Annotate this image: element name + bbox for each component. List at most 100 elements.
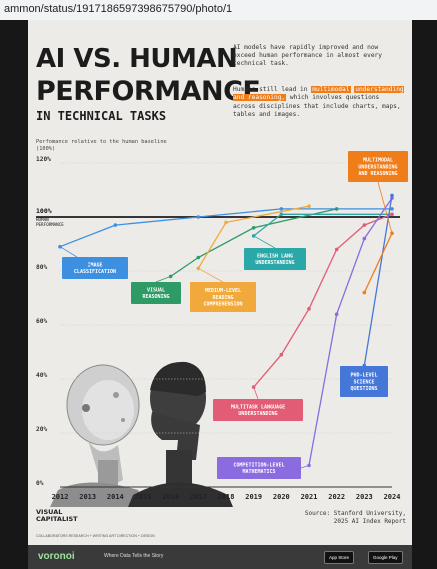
data-point — [224, 220, 228, 225]
data-point — [307, 204, 311, 208]
x-tick-label: 2018 — [218, 493, 235, 501]
x-tick-label: 2019 — [245, 493, 262, 501]
human-baseline-label: 100% — [36, 207, 52, 215]
x-tick-label: 2014 — [107, 493, 124, 501]
data-point — [390, 212, 394, 217]
source-note: Source: Stanford University, 2025 AI Ind… — [304, 510, 406, 525]
series-label-box — [213, 399, 303, 421]
x-tick-label: 2020 — [273, 493, 290, 501]
x-tick-label: 2022 — [328, 493, 345, 501]
x-tick-label: 2015 — [135, 493, 152, 501]
url-text: ammon/status/1917186597398675790/photo/1 — [4, 3, 233, 15]
series-label-text: IMAGE — [87, 262, 102, 268]
series-label-text: UNDERSTANDING — [255, 260, 294, 266]
data-point — [334, 247, 339, 252]
intro-paragraph-1: AI models have rapidly improved and now … — [233, 44, 383, 67]
label-connector — [253, 386, 259, 400]
label-connector — [59, 246, 96, 269]
y-tick-label: 20% — [36, 426, 47, 433]
x-tick-label: 2017 — [190, 493, 207, 501]
series-label-text: MEDIUM-LEVEL — [205, 288, 241, 294]
human-head-illustration — [128, 361, 233, 507]
series-label-text: CLASSIFICATION — [74, 269, 116, 275]
data-point — [196, 215, 201, 219]
label-connector — [300, 465, 310, 469]
series-line — [363, 195, 393, 366]
x-tick-label: 2021 — [301, 493, 318, 501]
voronoi-logo: voronoi — [38, 551, 75, 562]
series-label-box — [217, 457, 301, 479]
browser-url-bar[interactable]: ammon/status/1917186597398675790/photo/1 — [0, 0, 437, 21]
series-label-text: ENGLISH LANG — [257, 253, 293, 259]
image-viewer-right-margin — [412, 20, 437, 569]
label-connector — [253, 235, 276, 249]
data-point — [113, 223, 118, 227]
y-tick-label: 80% — [36, 264, 47, 271]
data-point — [390, 193, 394, 198]
data-point — [334, 207, 339, 211]
footer-tagline: Where Data Tells the Story — [104, 553, 164, 559]
app-store-badge[interactable]: App Store — [324, 551, 355, 564]
highlight-multimodal: multimodal — [311, 86, 351, 93]
data-point — [196, 255, 201, 260]
label-connector — [198, 267, 224, 283]
series-line — [170, 208, 337, 277]
series-label-box — [348, 151, 408, 182]
google-play-badge[interactable]: Google Play — [368, 551, 403, 564]
data-point — [307, 307, 311, 311]
data-point — [168, 274, 173, 279]
x-tick-label: 2023 — [356, 493, 373, 501]
robot-human-illustration — [50, 361, 233, 507]
data-point — [362, 236, 367, 241]
data-point — [362, 290, 367, 295]
x-tick-label: 2024 — [384, 493, 401, 501]
series-label-box — [244, 248, 306, 270]
logo-text-visual: VISUAL — [36, 508, 63, 516]
data-point — [390, 207, 394, 211]
series-label-text: VISUAL — [147, 287, 165, 293]
logo-text-capitalist: CAPITALIST — [36, 515, 78, 523]
series-label-text: MATHEMATICS — [242, 469, 275, 475]
x-tick-label: 2013 — [79, 493, 96, 501]
y-tick-label: 0% — [36, 480, 44, 487]
series-label-text: AND REASONING — [358, 171, 397, 177]
y-axis-caption: Perfomance relative to the human baselin… — [36, 139, 167, 152]
data-point — [279, 212, 284, 217]
data-point — [362, 223, 367, 227]
data-point — [196, 266, 201, 271]
robot-head-illustration — [50, 364, 148, 507]
series-label-text: QUESTIONS — [350, 386, 377, 392]
series-label-text: UNDERSTANDING — [238, 411, 277, 417]
x-tick-label: 2012 — [52, 493, 69, 501]
series-label-text: UNDERSTANDING — [358, 164, 397, 170]
y-tick-label: 120% — [36, 156, 51, 163]
credits-line: COLLABORATORS RESEARCH + WRITING ART DIR… — [36, 534, 155, 538]
data-point — [279, 207, 284, 211]
series-label-text: COMPETITION-LEVEL — [233, 462, 284, 468]
series-label-text: REASONING — [142, 294, 169, 300]
line-chart: 0% 20% 40% 60% 80% 120% 2012 2013 2014 2015 2016 20… — [36, 151, 408, 501]
intro-paragraph-2: Humans still lead in multimodal understa… — [233, 86, 404, 119]
series-label-text: MULTITASK LANGUAGE — [231, 404, 285, 410]
y-tick-label: 60% — [36, 318, 47, 325]
label-connector — [377, 181, 393, 234]
series-label-box — [131, 282, 181, 304]
series-line — [253, 213, 393, 388]
poster-subtitle: IN TECHNICAL TASKS — [36, 109, 167, 123]
infographic-poster: AI VS. HUMAN PERFORMANCE IN TECHNICAL TA… — [28, 20, 412, 569]
series-line — [308, 197, 393, 466]
poster-title-line2: PERFORMANCE — [36, 76, 261, 107]
y-tick-label: 40% — [36, 372, 47, 379]
series-label-text: MULTIMODAL — [363, 158, 393, 164]
human-baseline-label: PERFORMANCE — [36, 222, 64, 227]
image-viewer-left-margin — [0, 20, 28, 569]
series-label-text: COMPREHENSION — [203, 302, 242, 308]
series-label-text: READING — [212, 295, 233, 301]
footer-bar: voronoi Where Data Tells the Story App S… — [28, 545, 412, 569]
data-point — [334, 312, 339, 317]
series-label-text: SCIENCE — [353, 379, 374, 385]
visual-capitalist-logo: VISUAL CAPITALIST — [36, 509, 78, 523]
series-label-box — [340, 366, 388, 397]
x-tick-label: 2016 — [162, 493, 179, 501]
label-connector — [155, 276, 171, 283]
